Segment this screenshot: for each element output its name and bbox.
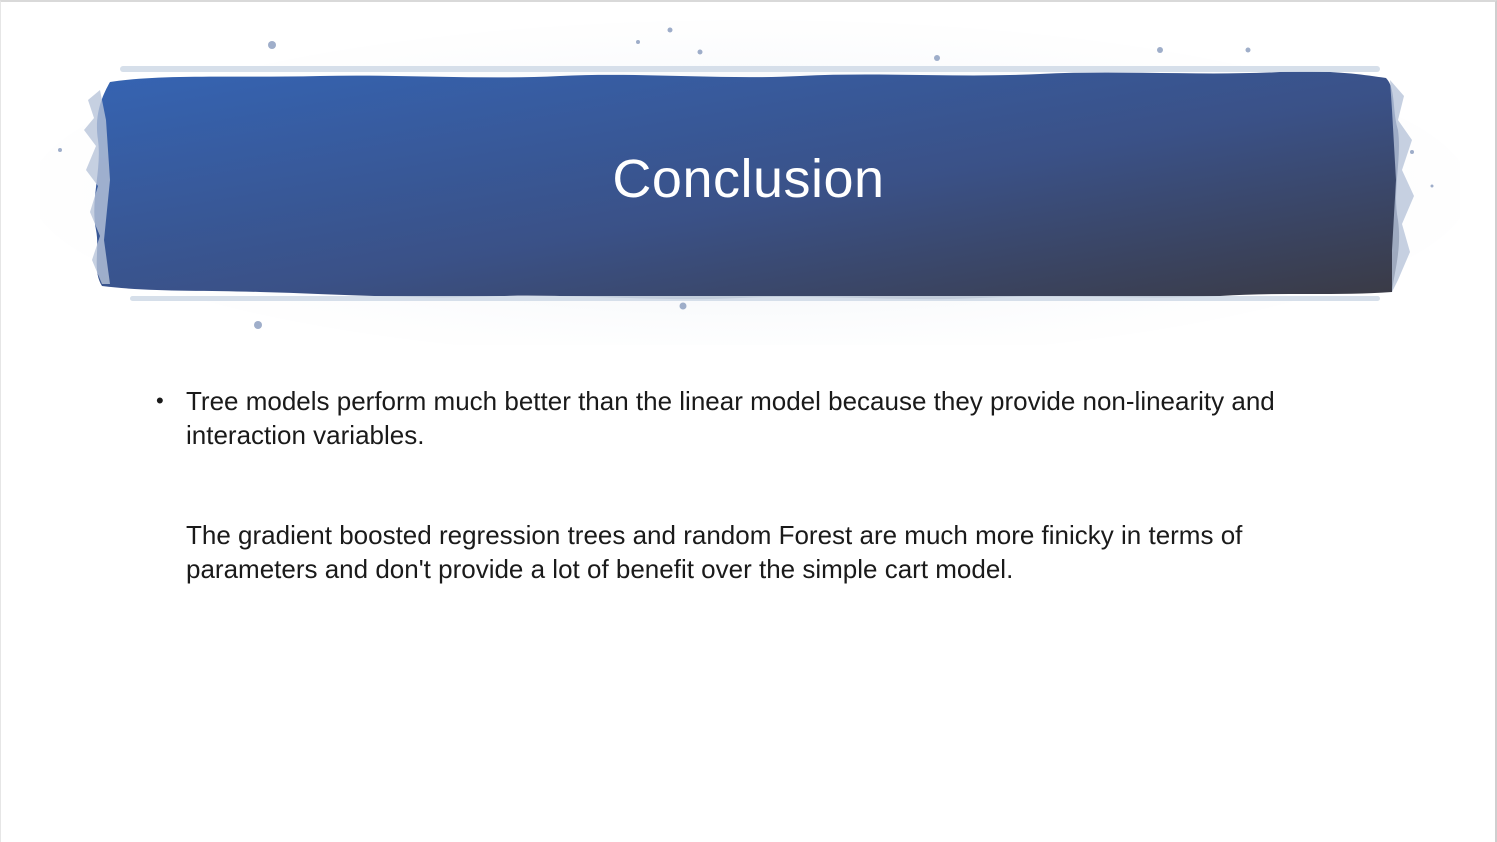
slide-body: • Tree models perform much better than t… — [156, 384, 1336, 586]
bullet-item: • Tree models perform much better than t… — [156, 384, 1336, 452]
slide-title: Conclusion — [612, 149, 885, 209]
bullet-text: Tree models perform much better than the… — [186, 386, 1275, 450]
title-banner — [40, 0, 1460, 345]
bullet-marker: • — [156, 388, 164, 413]
paint-stroke-banner — [40, 20, 1460, 345]
body-paragraph: The gradient boosted regression trees an… — [186, 520, 1243, 584]
